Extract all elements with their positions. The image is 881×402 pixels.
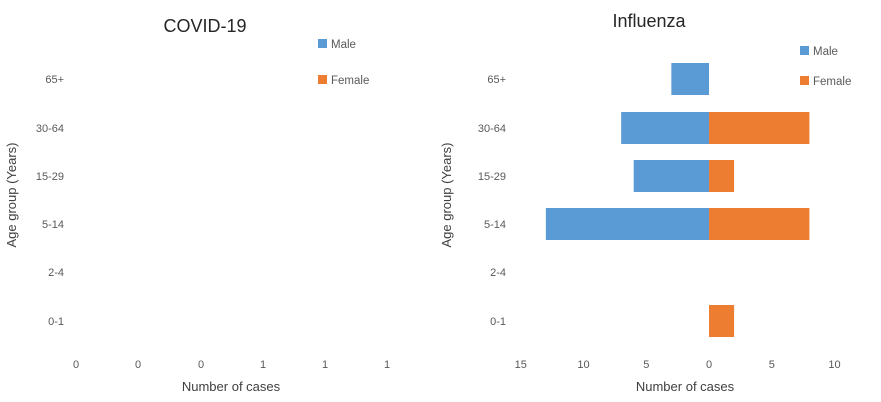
influenza-bar-female: [709, 112, 810, 144]
influenza-y-tick-label: 15-29: [478, 171, 506, 183]
influenza-y-tick-label: 2-4: [490, 267, 506, 279]
influenza-legend-swatch: [800, 76, 809, 85]
influenza-x-tick-label: 0: [706, 359, 712, 371]
covid-x-tick-label: 0: [73, 359, 79, 371]
covid-y-tick-label: 65+: [45, 74, 64, 86]
covid-x-tick-label: 1: [260, 359, 266, 371]
influenza-x-tick-label: 10: [828, 359, 840, 371]
influenza-y-tick-label: 5-14: [484, 219, 506, 231]
covid-legend-swatch: [318, 39, 327, 48]
covid-y-tick-label: 0-1: [48, 316, 64, 328]
covid-x-axis-label: Number of cases: [182, 379, 281, 394]
influenza-bar-female: [709, 305, 735, 337]
covid-y-tick-label: 2-4: [48, 267, 64, 279]
influenza-y-tick-label: 0-1: [490, 316, 506, 328]
covid-chart-title: COVID-19: [163, 16, 246, 36]
influenza-chart: Influenza Age group (Years) Number of ca…: [439, 11, 851, 394]
influenza-x-tick-label: 15: [515, 359, 527, 371]
influenza-y-tick-label: 65+: [487, 74, 506, 86]
influenza-bar-female: [709, 160, 735, 192]
covid-y-tick-labels: 65+ 30-64 15-29 5-14 2-4 0-1: [36, 74, 64, 328]
influenza-bar-male: [671, 63, 709, 95]
influenza-bar-male: [545, 208, 709, 240]
covid-x-tick-label: 1: [322, 359, 328, 371]
covid-x-tick-labels: 0 0 0 1 1 1: [73, 359, 390, 371]
influenza-legend: Male Female: [800, 46, 851, 88]
influenza-chart-title: Influenza: [612, 11, 686, 31]
influenza-x-tick-label: 5: [769, 359, 775, 371]
influenza-x-tick-label: 5: [643, 359, 649, 371]
influenza-bars: [545, 63, 810, 337]
influenza-legend-swatch: [800, 46, 809, 55]
covid-y-tick-label: 5-14: [42, 219, 64, 231]
covid-x-tick-label: 1: [384, 359, 390, 371]
influenza-x-tick-label: 10: [577, 359, 589, 371]
covid-legend-label: Female: [331, 75, 369, 87]
influenza-y-axis-label: Age group (Years): [439, 142, 454, 247]
influenza-legend-label: Male: [813, 46, 838, 58]
influenza-bar-female: [709, 208, 810, 240]
covid-legend-swatch: [318, 75, 327, 84]
covid-y-axis-label: Age group (Years): [4, 142, 19, 247]
influenza-y-tick-labels: 65+ 30-64 15-29 5-14 2-4 0-1: [478, 74, 506, 328]
covid-y-tick-label: 30-64: [36, 123, 64, 135]
influenza-x-axis-label: Number of cases: [636, 379, 735, 394]
covid-x-tick-label: 0: [135, 359, 141, 371]
influenza-y-tick-label: 30-64: [478, 123, 506, 135]
influenza-legend-label: Female: [813, 76, 851, 88]
covid-y-tick-label: 15-29: [36, 171, 64, 183]
covid-legend-label: Male: [331, 39, 356, 51]
influenza-x-tick-labels: 15 10 5 0 5 10: [515, 359, 841, 371]
influenza-bar-male: [621, 112, 709, 144]
covid-legend: Male Female: [318, 39, 369, 87]
covid-x-tick-label: 0: [198, 359, 204, 371]
covid-chart: COVID-19 Age group (Years) Number of cas…: [4, 16, 390, 394]
influenza-bar-male: [633, 160, 709, 192]
